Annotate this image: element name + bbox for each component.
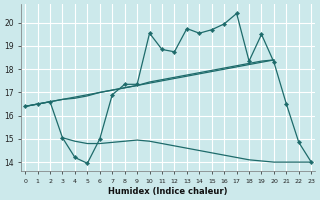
X-axis label: Humidex (Indice chaleur): Humidex (Indice chaleur) bbox=[108, 187, 228, 196]
